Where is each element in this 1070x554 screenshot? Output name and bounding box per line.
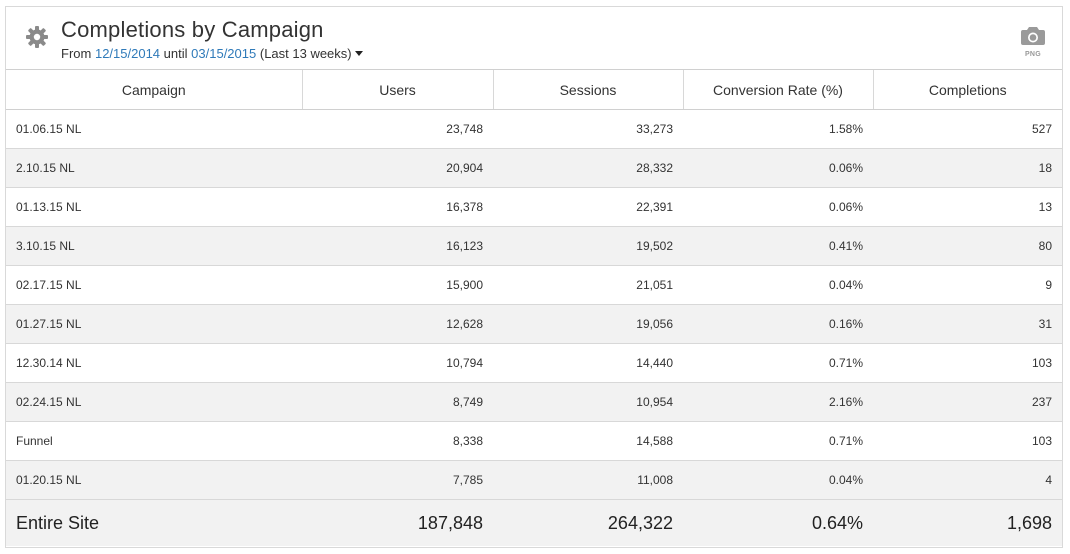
completions-widget: Completions by Campaign From 12/15/2014 …	[5, 6, 1063, 548]
total-sessions: 264,322	[493, 499, 683, 546]
table-row: 01.06.15 NL 23,748 33,273 1.58% 527	[6, 109, 1062, 149]
cell-users: 8,749	[302, 382, 493, 422]
gear-icon[interactable]	[25, 25, 49, 49]
widget-title: Completions by Campaign	[61, 17, 324, 42]
cell-users: 16,123	[302, 226, 493, 266]
cell-conversion-rate: 0.16%	[683, 304, 873, 344]
cell-campaign: 01.20.15 NL	[6, 460, 302, 500]
cell-campaign: 12.30.14 NL	[6, 343, 302, 383]
cell-sessions: 14,588	[493, 421, 683, 461]
column-header-completions[interactable]: Completions	[873, 70, 1062, 110]
column-header-sessions[interactable]: Sessions	[493, 70, 684, 110]
column-header-campaign[interactable]: Campaign	[6, 70, 303, 110]
cell-campaign: 01.13.15 NL	[6, 187, 302, 227]
cell-sessions: 14,440	[493, 343, 683, 383]
cell-users: 16,378	[302, 187, 493, 227]
cell-sessions: 11,008	[493, 460, 683, 500]
cell-sessions: 10,954	[493, 382, 683, 422]
cell-conversion-rate: 0.41%	[683, 226, 873, 266]
table-row: 02.24.15 NL 8,749 10,954 2.16% 237	[6, 382, 1062, 422]
cell-sessions: 19,056	[493, 304, 683, 344]
cell-conversion-rate: 2.16%	[683, 382, 873, 422]
start-date-link[interactable]: 12/15/2014	[94, 46, 161, 61]
cell-sessions: 22,391	[493, 187, 683, 227]
cell-conversion-rate: 0.04%	[683, 460, 873, 500]
column-header-users[interactable]: Users	[302, 70, 494, 110]
cell-campaign: 01.27.15 NL	[6, 304, 302, 344]
total-label: Entire Site	[6, 499, 302, 546]
table-header-row: Campaign Users Sessions Conversion Rate …	[6, 70, 1062, 110]
total-row: Entire Site 187,848 264,322 0.64% 1,698	[6, 499, 1062, 546]
cell-completions: 31	[873, 304, 1062, 344]
cell-completions: 13	[873, 187, 1062, 227]
cell-users: 7,785	[302, 460, 493, 500]
range-dropdown[interactable]: (Last 13 weeks)	[260, 46, 363, 61]
cell-completions: 237	[873, 382, 1062, 422]
cell-campaign: Funnel	[6, 421, 302, 461]
cell-conversion-rate: 0.06%	[683, 187, 873, 227]
cell-completions: 103	[873, 421, 1062, 461]
caret-down-icon	[354, 51, 363, 57]
cell-conversion-rate: 0.71%	[683, 343, 873, 383]
table-row: 01.13.15 NL 16,378 22,391 0.06% 13	[6, 187, 1062, 227]
table-row: 2.10.15 NL 20,904 28,332 0.06% 18	[6, 148, 1062, 188]
cell-conversion-rate: 0.06%	[683, 148, 873, 188]
cell-completions: 4	[873, 460, 1062, 500]
table-row: 01.27.15 NL 12,628 19,056 0.16% 31	[6, 304, 1062, 344]
cell-completions: 527	[873, 109, 1062, 149]
cell-users: 8,338	[302, 421, 493, 461]
cell-users: 12,628	[302, 304, 493, 344]
table-row: Funnel 8,338 14,588 0.71% 103	[6, 421, 1062, 461]
cell-users: 10,794	[302, 343, 493, 383]
cell-conversion-rate: 1.58%	[683, 109, 873, 149]
table-row: 02.17.15 NL 15,900 21,051 0.04% 9	[6, 265, 1062, 305]
cell-users: 20,904	[302, 148, 493, 188]
cell-campaign: 2.10.15 NL	[6, 148, 302, 188]
until-label: until	[163, 46, 188, 61]
cell-campaign: 02.17.15 NL	[6, 265, 302, 305]
cell-completions: 9	[873, 265, 1062, 305]
total-conversion-rate: 0.64%	[683, 499, 873, 546]
camera-icon	[1021, 27, 1045, 49]
table-row: 3.10.15 NL 16,123 19,502 0.41% 80	[6, 226, 1062, 266]
cell-campaign: 01.06.15 NL	[6, 109, 302, 149]
cell-sessions: 21,051	[493, 265, 683, 305]
widget-header: Completions by Campaign From 12/15/2014 …	[6, 7, 1062, 70]
from-label: From	[61, 46, 92, 61]
cell-campaign: 02.24.15 NL	[6, 382, 302, 422]
cell-sessions: 19,502	[493, 226, 683, 266]
end-date-link[interactable]: 03/15/2015	[191, 46, 257, 61]
cell-sessions: 28,332	[493, 148, 683, 188]
column-header-conversion-rate[interactable]: Conversion Rate (%)	[683, 70, 874, 110]
campaign-table: Campaign Users Sessions Conversion Rate …	[6, 70, 1062, 546]
total-completions: 1,698	[873, 499, 1062, 546]
cell-completions: 103	[873, 343, 1062, 383]
cell-campaign: 3.10.15 NL	[6, 226, 302, 266]
cell-completions: 18	[873, 148, 1062, 188]
cell-conversion-rate: 0.04%	[683, 265, 873, 305]
cell-sessions: 33,273	[493, 109, 683, 149]
cell-users: 23,748	[302, 109, 493, 149]
table-row: 12.30.14 NL 10,794 14,440 0.71% 103	[6, 343, 1062, 383]
png-label: PNG	[1024, 51, 1042, 58]
date-range-subtitle: From 12/15/2014 until 03/15/2015 (Last 1…	[61, 46, 363, 61]
cell-conversion-rate: 0.71%	[683, 421, 873, 461]
total-users: 187,848	[302, 499, 493, 546]
png-export-button[interactable]: PNG	[1020, 27, 1046, 61]
cell-users: 15,900	[302, 265, 493, 305]
cell-completions: 80	[873, 226, 1062, 266]
range-label: (Last 13 weeks)	[259, 46, 352, 61]
table-row: 01.20.15 NL 7,785 11,008 0.04% 4	[6, 460, 1062, 500]
